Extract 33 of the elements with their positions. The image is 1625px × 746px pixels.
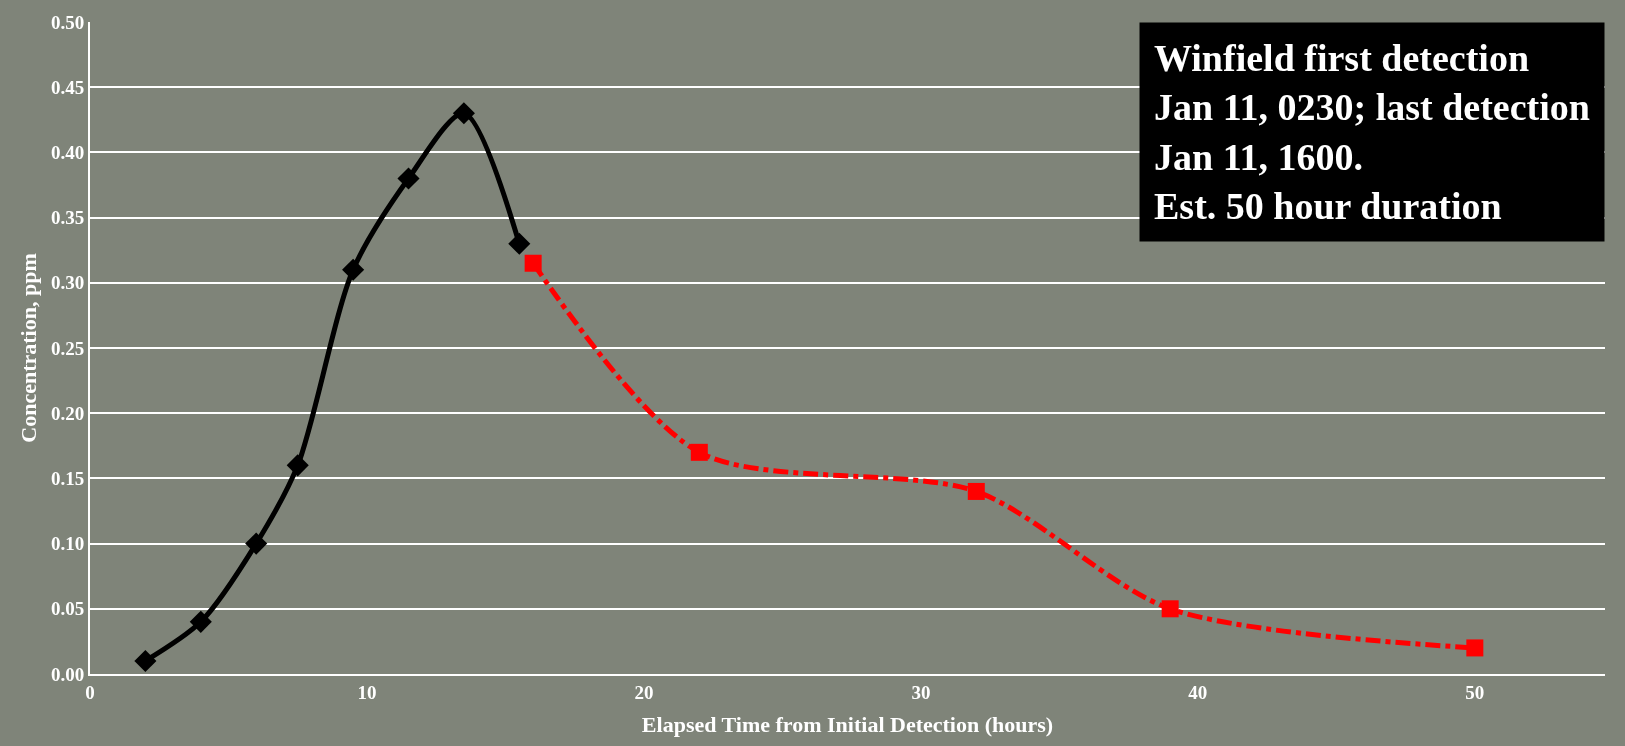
- x-tick-label: 50: [1465, 681, 1485, 703]
- x-tick-label: 10: [357, 681, 377, 703]
- point: [1161, 600, 1179, 618]
- point: [397, 167, 420, 190]
- point: [967, 482, 985, 500]
- y-tick-label: 0.50: [50, 11, 85, 33]
- y-tick-label: 0.30: [50, 272, 85, 294]
- y-axis-title: Concentration, ppm: [16, 253, 42, 443]
- y-tick-label: 0.00: [50, 663, 85, 685]
- y-tick-label: 0.40: [50, 142, 85, 164]
- point: [134, 649, 157, 673]
- x-tick-label: 30: [911, 681, 931, 703]
- x-tick-label: 20: [634, 681, 654, 703]
- x-axis-title: Elapsed Time from Initial Detection (hours): [641, 712, 1054, 738]
- point: [1466, 639, 1484, 657]
- point: [245, 532, 268, 555]
- y-tick-label: 0.25: [50, 337, 85, 359]
- y-tick-label: 0.20: [50, 402, 85, 424]
- y-tick-label: 0.35: [50, 207, 85, 229]
- point: [189, 610, 212, 633]
- x-tick-label: 40: [1188, 681, 1208, 703]
- point: [508, 232, 531, 255]
- y-tick-label: 0.45: [50, 76, 85, 98]
- annotation: Winfield first detection Jan 11, 0230; last detection Jan 11, 1600. Est. 50 hour duration: [1154, 37, 1590, 228]
- y-tick-label: 0.10: [50, 533, 85, 555]
- point: [690, 443, 708, 461]
- point: [286, 454, 309, 477]
- point: [452, 102, 475, 125]
- point: [342, 258, 365, 281]
- point: [524, 254, 542, 272]
- y-tick-label: 0.05: [50, 598, 85, 620]
- y-tick-label: 0.15: [50, 468, 85, 490]
- x-tick-label: 0: [85, 681, 95, 703]
